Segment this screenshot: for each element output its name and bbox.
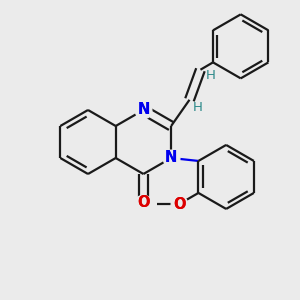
- Text: O: O: [137, 195, 150, 210]
- Text: H: H: [193, 101, 202, 114]
- Text: O: O: [137, 195, 150, 210]
- Text: O: O: [173, 196, 185, 211]
- Text: N: N: [137, 103, 150, 118]
- Text: N: N: [165, 151, 177, 166]
- Text: N: N: [165, 151, 177, 166]
- Text: N: N: [137, 103, 150, 118]
- Text: O: O: [173, 196, 185, 211]
- Text: H: H: [206, 69, 215, 82]
